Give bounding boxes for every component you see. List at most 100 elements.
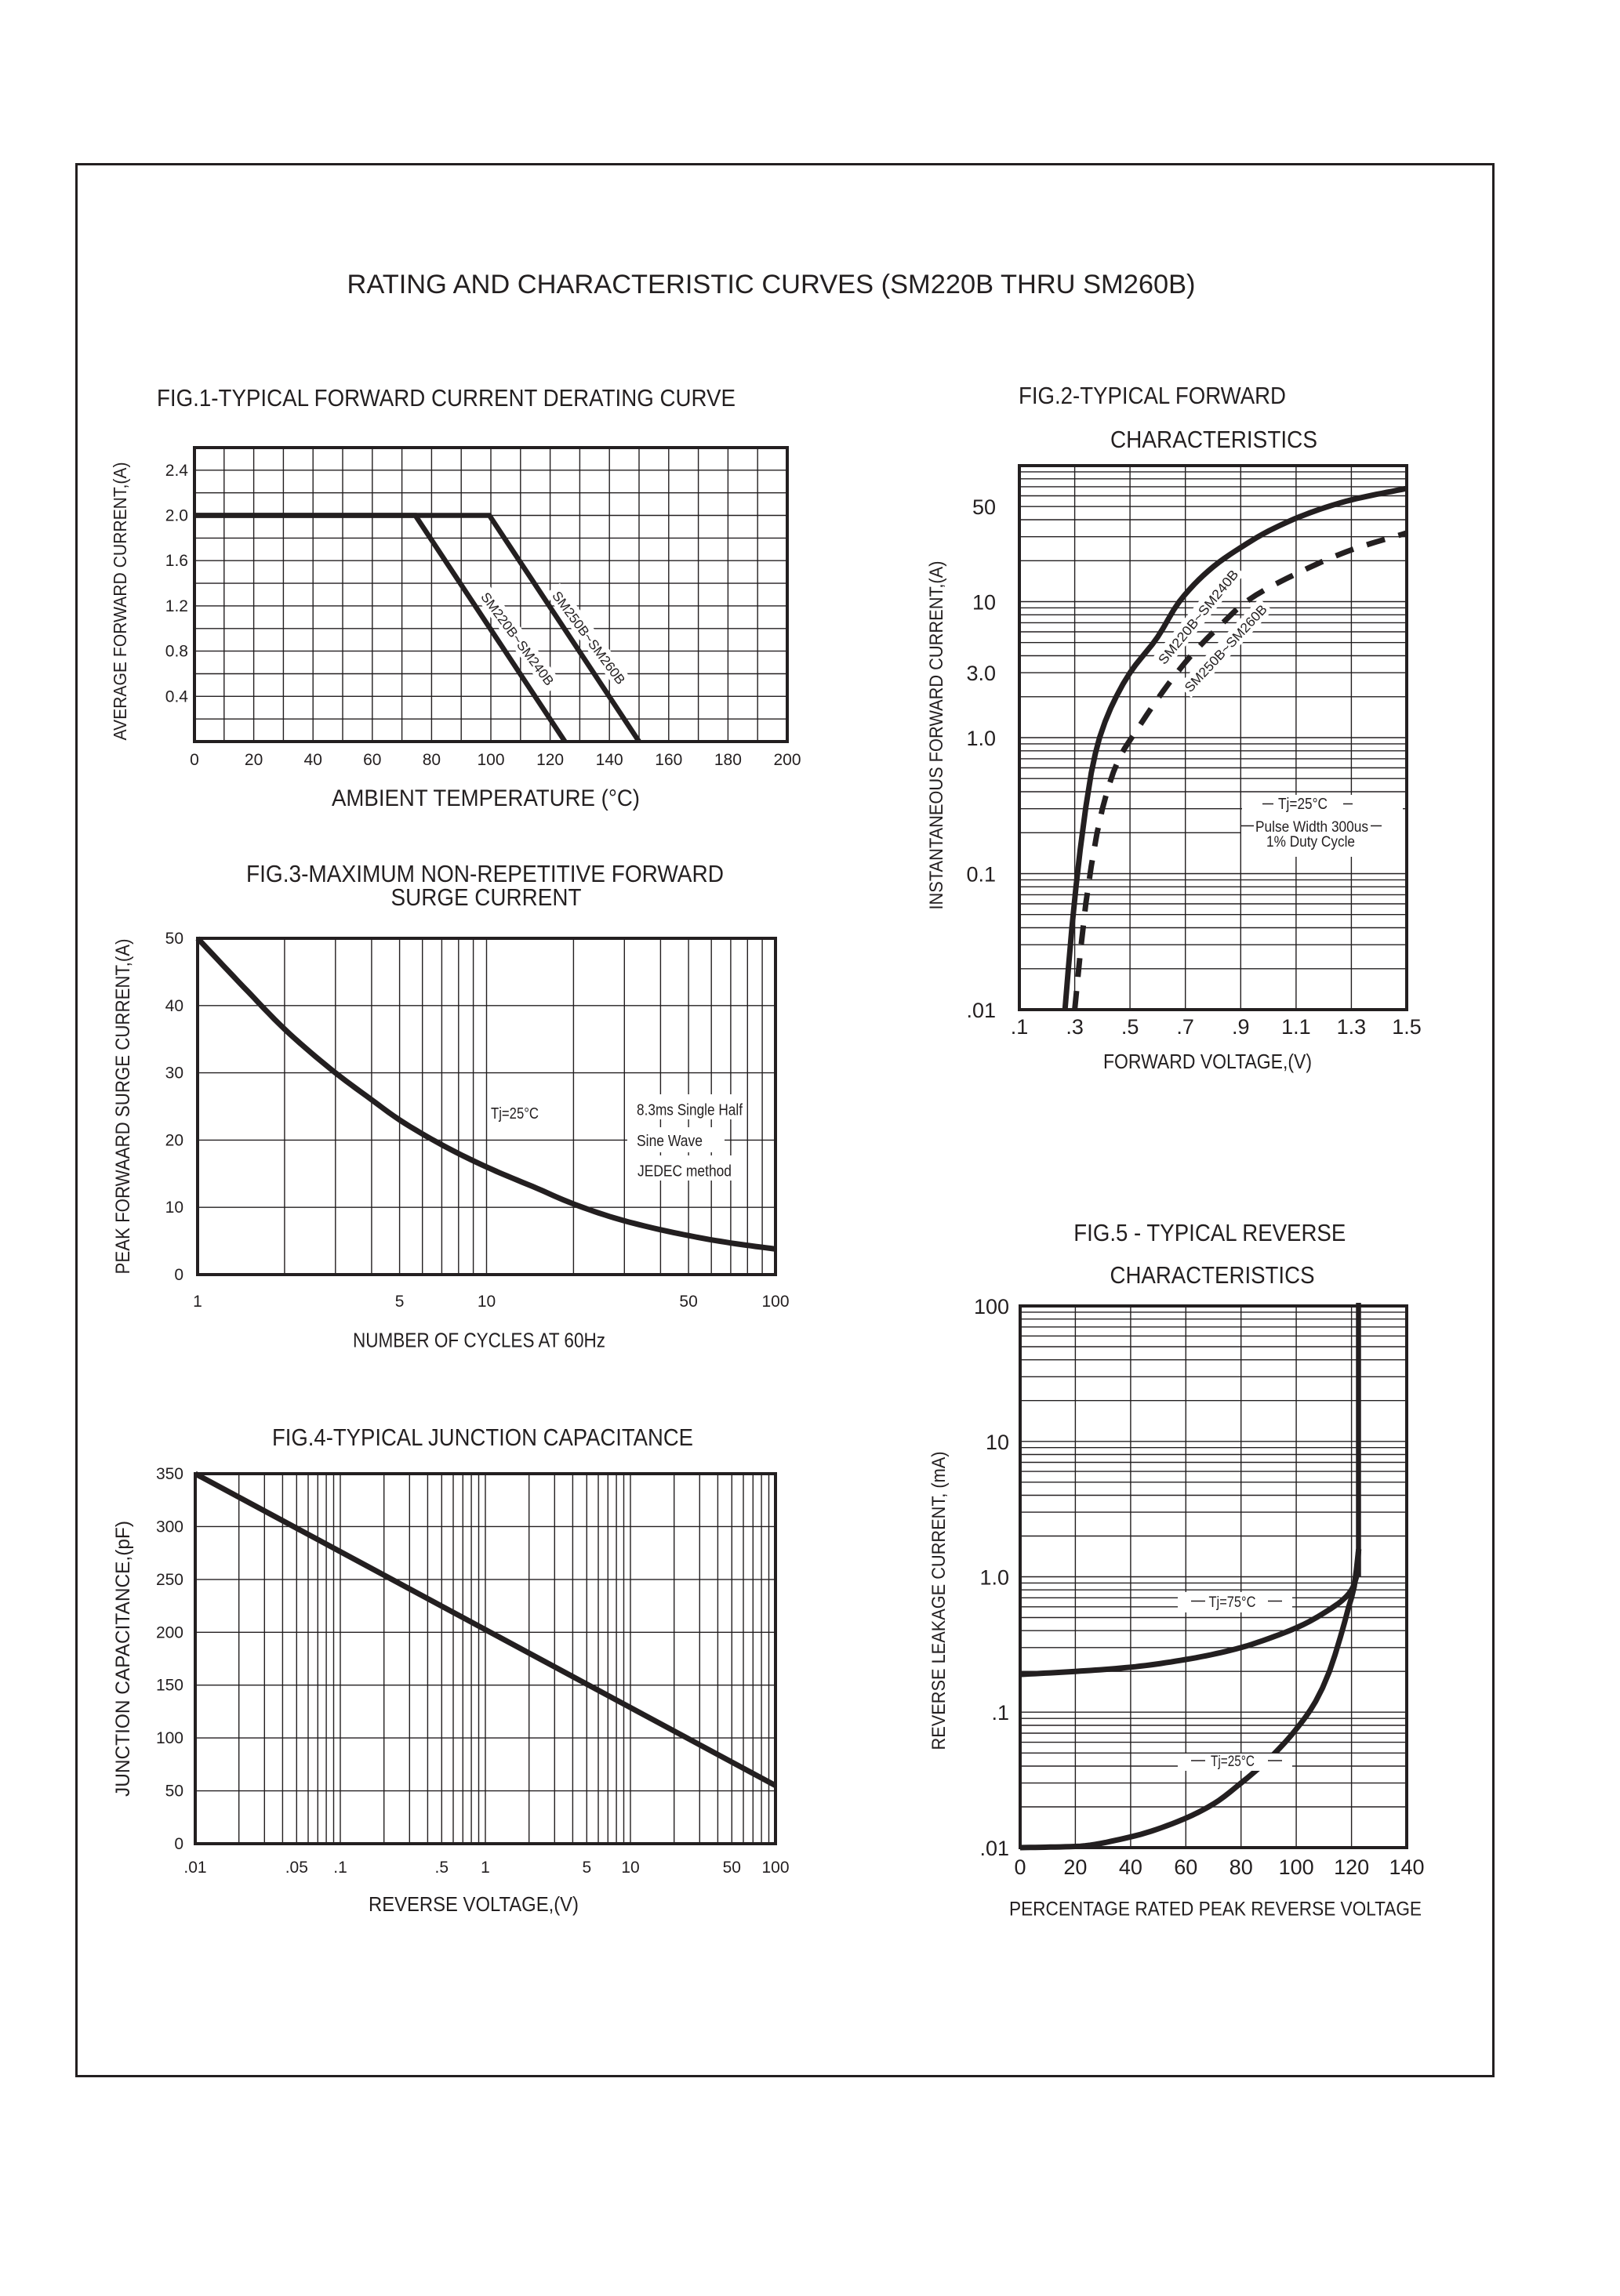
svg-text:10: 10 xyxy=(621,1859,639,1877)
svg-text:.7: .7 xyxy=(1176,1015,1194,1039)
svg-text:Tj=25°C: Tj=25°C xyxy=(491,1105,539,1123)
svg-text:50: 50 xyxy=(723,1859,741,1877)
svg-text:.05: .05 xyxy=(285,1859,308,1877)
svg-text:120: 120 xyxy=(1334,1855,1369,1879)
svg-text:.01: .01 xyxy=(183,1859,206,1877)
svg-text:PEAK FORWAARD SURGE CURRENT,(A: PEAK FORWAARD SURGE CURRENT,(A) xyxy=(112,939,134,1275)
svg-text:NUMBER OF CYCLES AT 60Hz: NUMBER OF CYCLES AT 60Hz xyxy=(353,1329,605,1352)
svg-text:1.6: 1.6 xyxy=(165,552,188,570)
svg-text:.5: .5 xyxy=(435,1859,449,1877)
svg-text:100: 100 xyxy=(974,1295,1009,1318)
svg-text:AVERAGE FORWARD CURRENT,(A): AVERAGE FORWARD CURRENT,(A) xyxy=(110,462,130,741)
svg-text:5: 5 xyxy=(582,1859,591,1877)
svg-text:0.1: 0.1 xyxy=(966,863,996,887)
svg-text:FIG.3-MAXIMUM NON-REPETITIVE F: FIG.3-MAXIMUM NON-REPETITIVE FORWARD xyxy=(246,860,724,887)
svg-text:1.1: 1.1 xyxy=(1281,1015,1311,1039)
svg-text:0: 0 xyxy=(174,1835,183,1853)
svg-text:.1: .1 xyxy=(333,1859,347,1877)
svg-text:100: 100 xyxy=(477,751,504,769)
svg-text:0.4: 0.4 xyxy=(165,687,189,705)
svg-text:0: 0 xyxy=(174,1266,183,1284)
svg-text:Sine Wave: Sine Wave xyxy=(637,1133,703,1150)
svg-text:.5: .5 xyxy=(1121,1015,1139,1039)
svg-text:PERCENTAGE RATED PEAK REVERSE: PERCENTAGE RATED PEAK REVERSE VOLTAGE xyxy=(1009,1899,1422,1921)
svg-text:180: 180 xyxy=(714,751,742,769)
svg-text:200: 200 xyxy=(773,751,801,769)
svg-text:SURGE CURRENT: SURGE CURRENT xyxy=(391,883,582,911)
svg-text:200: 200 xyxy=(156,1623,183,1641)
svg-text:140: 140 xyxy=(1389,1855,1424,1879)
svg-text:40: 40 xyxy=(304,751,322,769)
svg-text:2.0: 2.0 xyxy=(165,507,188,525)
svg-text:JUNCTION CAPACITANCE,(pF): JUNCTION CAPACITANCE,(pF) xyxy=(112,1521,134,1797)
svg-text:.9: .9 xyxy=(1232,1015,1250,1039)
svg-text:0.8: 0.8 xyxy=(165,643,188,661)
svg-text:100: 100 xyxy=(1279,1855,1314,1879)
svg-text:150: 150 xyxy=(156,1677,183,1695)
svg-text:120: 120 xyxy=(536,751,564,769)
svg-text:.1: .1 xyxy=(1011,1015,1029,1039)
svg-text:10: 10 xyxy=(478,1293,496,1311)
svg-text:1.3: 1.3 xyxy=(1337,1015,1367,1039)
svg-text:10: 10 xyxy=(986,1431,1009,1454)
svg-text:100: 100 xyxy=(156,1729,183,1747)
svg-text:.01: .01 xyxy=(966,999,996,1022)
svg-text:INSTANTANEOUS FORWARD CURRENT,: INSTANTANEOUS FORWARD CURRENT,(A) xyxy=(926,561,947,910)
svg-text:Tj=25°C: Tj=25°C xyxy=(1211,1753,1255,1770)
svg-text:10: 10 xyxy=(165,1199,183,1217)
svg-text:FORWARD VOLTAGE,(V): FORWARD VOLTAGE,(V) xyxy=(1103,1050,1312,1073)
svg-text:10: 10 xyxy=(972,591,996,615)
svg-text:100: 100 xyxy=(761,1293,789,1311)
svg-text:REVERSE VOLTAGE,(V): REVERSE VOLTAGE,(V) xyxy=(369,1892,579,1916)
svg-text:30: 30 xyxy=(165,1065,183,1083)
svg-text:140: 140 xyxy=(596,751,623,769)
svg-text:60: 60 xyxy=(1174,1855,1197,1879)
svg-text:80: 80 xyxy=(423,751,441,769)
svg-text:8.3ms Single Half: 8.3ms Single Half xyxy=(637,1102,743,1119)
svg-text:CHARACTERISTICS: CHARACTERISTICS xyxy=(1110,1261,1315,1289)
svg-text:1: 1 xyxy=(481,1859,490,1877)
svg-text:RATING AND CHARACTERISTIC CURV: RATING AND CHARACTERISTIC CURVES (SM220B… xyxy=(347,270,1196,299)
svg-text:50: 50 xyxy=(972,495,996,519)
svg-text:.3: .3 xyxy=(1066,1015,1084,1039)
svg-text:1.5: 1.5 xyxy=(1392,1015,1422,1039)
svg-text:1% Duty Cycle: 1% Duty Cycle xyxy=(1266,833,1355,851)
svg-text:5: 5 xyxy=(395,1293,405,1311)
svg-text:.01: .01 xyxy=(979,1837,1009,1860)
svg-text:60: 60 xyxy=(363,751,381,769)
svg-text:20: 20 xyxy=(245,751,263,769)
svg-text:AMBIENT TEMPERATURE (°C): AMBIENT TEMPERATURE (°C) xyxy=(332,785,640,811)
svg-text:.1: .1 xyxy=(991,1701,1009,1725)
svg-text:50: 50 xyxy=(165,930,183,948)
svg-text:Tj=25°C: Tj=25°C xyxy=(1278,796,1328,813)
svg-text:1.0: 1.0 xyxy=(966,727,996,750)
svg-text:JEDEC method: JEDEC method xyxy=(637,1163,732,1181)
svg-text:1.0: 1.0 xyxy=(979,1566,1009,1590)
svg-text:0: 0 xyxy=(1014,1855,1026,1879)
svg-text:50: 50 xyxy=(679,1293,697,1311)
svg-text:20: 20 xyxy=(1063,1855,1087,1879)
svg-text:FIG.4-TYPICAL JUNCTION CAPACIT: FIG.4-TYPICAL JUNCTION CAPACITANCE xyxy=(272,1424,693,1451)
svg-text:3.0: 3.0 xyxy=(966,662,996,685)
svg-text:80: 80 xyxy=(1230,1855,1253,1879)
svg-text:20: 20 xyxy=(165,1131,183,1149)
svg-text:350: 350 xyxy=(156,1465,183,1483)
svg-text:40: 40 xyxy=(165,997,183,1015)
svg-text:0: 0 xyxy=(190,751,199,769)
svg-text:100: 100 xyxy=(761,1859,789,1877)
svg-text:40: 40 xyxy=(1119,1855,1142,1879)
svg-text:160: 160 xyxy=(655,751,682,769)
svg-text:REVERSE LEAKAGE CURRENT, (mA): REVERSE LEAKAGE CURRENT, (mA) xyxy=(928,1452,950,1750)
svg-text:1: 1 xyxy=(193,1293,202,1311)
svg-text:250: 250 xyxy=(156,1571,183,1589)
svg-text:FIG.2-TYPICAL FORWARD: FIG.2-TYPICAL FORWARD xyxy=(1019,382,1286,409)
svg-text:50: 50 xyxy=(165,1783,183,1801)
svg-text:1.2: 1.2 xyxy=(165,597,188,615)
svg-text:Pulse Width 300us: Pulse Width 300us xyxy=(1255,818,1368,836)
svg-text:CHARACTERISTICS: CHARACTERISTICS xyxy=(1110,426,1317,453)
svg-text:2.4: 2.4 xyxy=(165,462,189,480)
svg-text:300: 300 xyxy=(156,1518,183,1536)
svg-text:FIG.1-TYPICAL FORWARD CURRENT: FIG.1-TYPICAL FORWARD CURRENT DERATING C… xyxy=(157,384,736,412)
svg-text:FIG.5 - TYPICAL REVERSE: FIG.5 - TYPICAL REVERSE xyxy=(1073,1219,1346,1246)
svg-text:Tj=75°C: Tj=75°C xyxy=(1209,1594,1256,1611)
